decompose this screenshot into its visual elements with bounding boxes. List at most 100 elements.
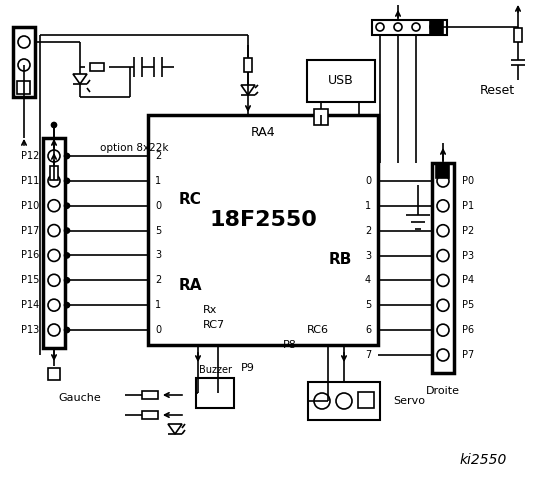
Circle shape: [65, 253, 70, 258]
Text: P8: P8: [283, 340, 297, 350]
Text: 18F2550: 18F2550: [209, 210, 317, 230]
Bar: [358, 392, 374, 408]
Text: 3: 3: [155, 251, 161, 261]
Text: P1: P1: [462, 201, 474, 211]
Circle shape: [48, 299, 60, 311]
Text: P6: P6: [462, 325, 474, 335]
Text: 6: 6: [365, 325, 371, 335]
Text: 0: 0: [365, 176, 371, 186]
Circle shape: [18, 36, 30, 48]
Circle shape: [412, 23, 420, 31]
Circle shape: [336, 393, 352, 409]
Bar: [244, 58, 252, 72]
Circle shape: [48, 150, 60, 162]
Circle shape: [437, 300, 449, 312]
Circle shape: [65, 179, 70, 183]
Text: P10: P10: [21, 201, 39, 211]
Polygon shape: [168, 424, 182, 434]
Text: option 8x22k: option 8x22k: [100, 143, 169, 153]
Text: ki2550: ki2550: [460, 453, 507, 467]
Circle shape: [48, 175, 60, 187]
Text: P11: P11: [21, 176, 39, 186]
Circle shape: [48, 200, 60, 212]
Polygon shape: [241, 85, 255, 95]
Circle shape: [376, 23, 384, 31]
Text: RB: RB: [328, 252, 352, 267]
Bar: [436, 165, 449, 178]
Circle shape: [48, 324, 60, 336]
Circle shape: [314, 393, 330, 409]
Text: P7: P7: [462, 350, 474, 360]
Circle shape: [65, 154, 70, 158]
Bar: [372, 20, 447, 35]
Circle shape: [394, 23, 402, 31]
Bar: [514, 28, 522, 42]
Text: RC: RC: [179, 192, 201, 207]
Circle shape: [48, 274, 60, 286]
Circle shape: [65, 278, 70, 283]
Text: P0: P0: [462, 176, 474, 186]
Bar: [432, 163, 454, 373]
Text: P17: P17: [20, 226, 39, 236]
Text: Rx: Rx: [203, 305, 217, 315]
Text: 1: 1: [155, 176, 161, 186]
Bar: [48, 368, 60, 380]
Circle shape: [437, 349, 449, 361]
Text: 1: 1: [155, 300, 161, 310]
Bar: [314, 109, 328, 125]
Text: 1: 1: [365, 201, 371, 211]
Circle shape: [437, 225, 449, 237]
Text: RC7: RC7: [203, 320, 225, 330]
Text: 0: 0: [155, 325, 161, 335]
Text: P4: P4: [462, 276, 474, 286]
Circle shape: [430, 23, 438, 31]
Circle shape: [437, 275, 449, 287]
Circle shape: [437, 250, 449, 262]
Text: P3: P3: [462, 251, 474, 261]
Polygon shape: [73, 74, 87, 84]
Bar: [196, 378, 234, 408]
Text: Gauche: Gauche: [58, 393, 101, 403]
Bar: [13, 27, 35, 97]
Circle shape: [48, 225, 60, 237]
Text: 3: 3: [365, 251, 371, 261]
Circle shape: [437, 324, 449, 336]
Text: Droite: Droite: [426, 386, 460, 396]
Bar: [307, 60, 375, 102]
Bar: [43, 138, 65, 348]
Text: P16: P16: [21, 251, 39, 261]
Text: P12: P12: [20, 151, 39, 161]
Text: 2: 2: [365, 226, 371, 236]
Circle shape: [65, 228, 70, 233]
Bar: [148, 115, 378, 345]
Circle shape: [437, 175, 449, 187]
Text: 2: 2: [155, 151, 161, 161]
Bar: [430, 21, 443, 34]
Text: Buzzer: Buzzer: [199, 365, 232, 375]
Bar: [308, 382, 380, 420]
Text: RA: RA: [178, 277, 202, 292]
Circle shape: [18, 59, 30, 71]
Text: USB: USB: [328, 74, 354, 87]
Text: P14: P14: [21, 300, 39, 310]
Text: RA4: RA4: [251, 127, 275, 140]
Bar: [142, 411, 158, 419]
Circle shape: [437, 200, 449, 212]
Text: 4: 4: [365, 276, 371, 286]
Text: Servo: Servo: [393, 396, 425, 406]
Text: 2: 2: [155, 276, 161, 285]
Text: P9: P9: [241, 363, 255, 373]
Text: Reset: Reset: [480, 84, 515, 96]
Circle shape: [51, 122, 56, 128]
Text: P15: P15: [20, 276, 39, 285]
Bar: [50, 166, 58, 180]
Text: P2: P2: [462, 226, 474, 236]
Circle shape: [65, 203, 70, 208]
Bar: [17, 81, 30, 94]
Circle shape: [48, 250, 60, 262]
Text: 5: 5: [155, 226, 161, 236]
Bar: [90, 63, 104, 71]
Bar: [142, 391, 158, 399]
Text: P5: P5: [462, 300, 474, 310]
Circle shape: [65, 327, 70, 333]
